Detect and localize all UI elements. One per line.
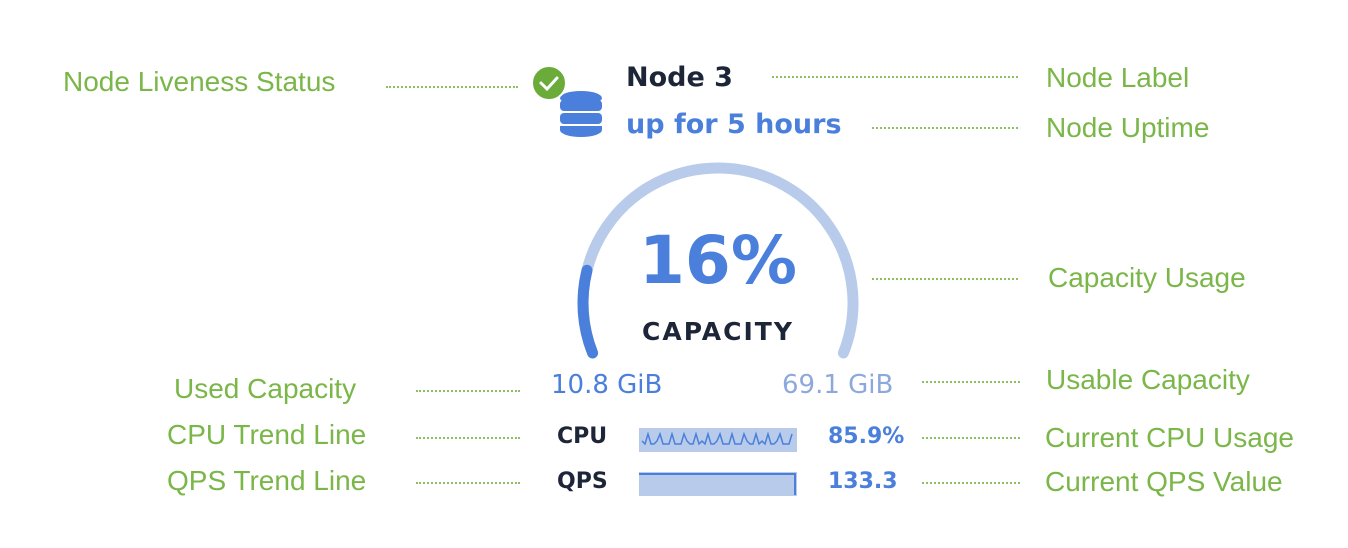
annotation-used: Used Capacity [174,373,357,404]
cpu-value: 85.9% [828,424,905,449]
capacity-percent: 16% [639,222,797,299]
leader-line [416,437,520,439]
qps-value: 133.3 [828,469,898,494]
cpu-label: CPU [557,424,608,449]
capacity-caption: CAPACITY [642,317,794,346]
leader-line [386,86,518,88]
annotation-label: Node Label [1046,62,1190,93]
gauge-fill [577,264,599,359]
cpu-sparkline [639,428,797,452]
leader-line [872,278,1018,280]
annotation-cpu-trend: CPU Trend Line [167,419,367,450]
annotation-capacity: Capacity Usage [1048,262,1246,293]
annotation-qps-trend: QPS Trend Line [167,465,367,496]
leader-line [416,482,520,484]
annotation-cpu-current: Current CPU Usage [1045,422,1294,453]
leader-line [922,381,1020,383]
annotation-liveness: Node Liveness Status [63,66,336,97]
used-capacity: 10.8 GiB [551,370,663,400]
leader-line [772,76,1018,78]
leader-line [416,390,520,392]
annotation-qps-current: Current QPS Value [1045,466,1283,497]
node-uptime: up for 5 hours [626,109,842,140]
node-label: Node 3 [626,62,733,93]
usable-capacity: 69.1 GiB [782,370,894,400]
database-icon [560,91,602,137]
leader-line [922,437,1020,439]
leader-line [872,127,1018,129]
check-circle-icon [531,65,567,101]
qps-sparkline [639,472,797,496]
qps-label: QPS [557,469,608,494]
annotation-uptime: Node Uptime [1046,112,1210,143]
annotation-usable: Usable Capacity [1046,364,1250,395]
leader-line [922,482,1020,484]
